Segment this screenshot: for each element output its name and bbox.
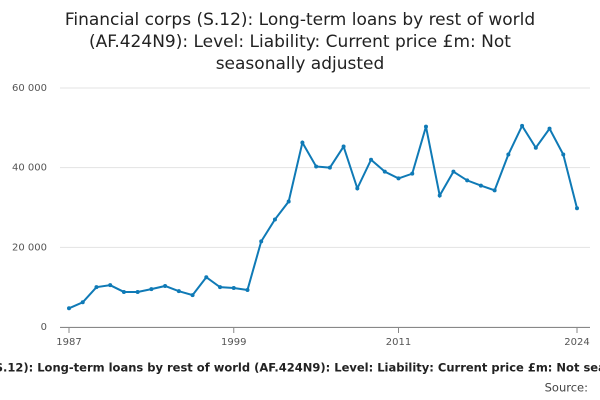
data-point — [327, 165, 332, 170]
data-point — [492, 188, 497, 193]
data-point — [190, 293, 195, 298]
data-point — [451, 169, 456, 174]
data-point — [286, 199, 291, 204]
y-tick-label: 60 000 — [12, 83, 47, 94]
data-point — [437, 193, 442, 198]
data-point — [67, 306, 71, 311]
y-tick-label: 0 — [41, 322, 47, 333]
data-point — [231, 285, 236, 290]
data-point — [80, 300, 85, 305]
data-point — [506, 152, 511, 157]
data-point — [423, 124, 428, 129]
y-tick-label: 40 000 — [12, 163, 47, 174]
data-point — [369, 157, 374, 162]
data-point — [575, 206, 579, 211]
source: Source: — [545, 381, 588, 395]
data-point — [341, 144, 346, 149]
data-point — [135, 289, 140, 294]
data-point — [108, 283, 113, 288]
data-point — [259, 239, 264, 244]
data-point — [176, 289, 181, 294]
data-point — [547, 126, 552, 131]
x-tick-label: 2011 — [386, 337, 411, 348]
series-line — [68, 123, 578, 310]
data-point — [121, 289, 126, 294]
data-point — [520, 123, 525, 128]
data-point — [465, 178, 470, 183]
data-point — [272, 217, 277, 222]
data-point — [314, 164, 319, 169]
data-point — [204, 275, 209, 280]
x-tick-label: 1999 — [221, 337, 246, 348]
y-tick-label: 20 000 — [12, 242, 47, 253]
data-point — [355, 186, 360, 191]
data-point — [94, 285, 99, 290]
data-point — [382, 169, 387, 174]
data-point — [533, 145, 538, 150]
x-tick-label: 2024 — [564, 337, 589, 348]
chart-title: Financial corps (S.12): Long-term loans … — [65, 10, 535, 74]
data-point — [410, 171, 415, 176]
data-point — [561, 152, 566, 157]
data-point — [245, 287, 250, 292]
data-point — [218, 285, 223, 290]
data-point — [478, 183, 483, 188]
data-point — [149, 287, 154, 292]
data-point — [300, 140, 305, 145]
x-tick-label: 1987 — [56, 337, 81, 348]
data-point — [163, 283, 168, 288]
legend-label: Financial corps (S.12): Long-term loans … — [0, 361, 600, 375]
data-point — [396, 176, 401, 181]
